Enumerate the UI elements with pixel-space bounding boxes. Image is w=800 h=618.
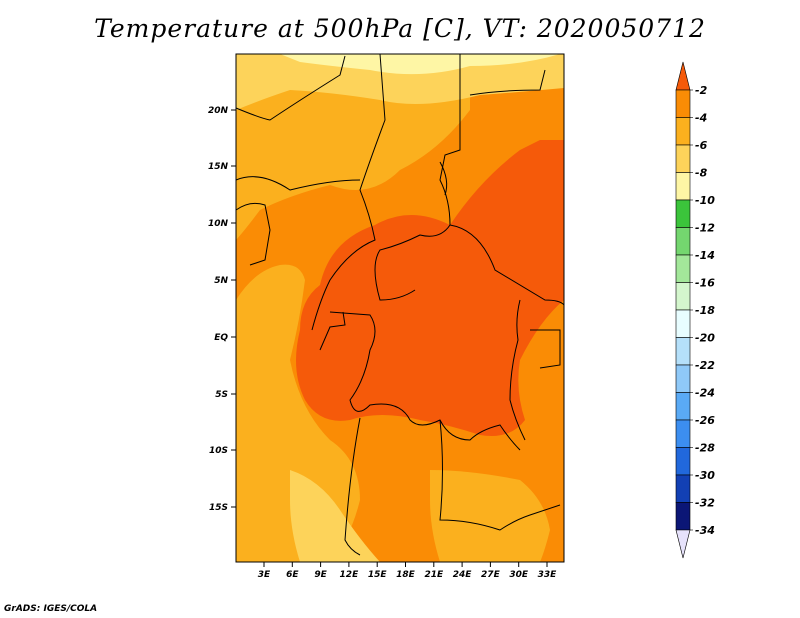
coolest-region-northtop: [236, 54, 564, 110]
colorbar-label: -22: [695, 359, 715, 372]
border-line: [374, 54, 461, 301]
colorbar-swatch: [675, 502, 691, 531]
colorbar-label: -8: [695, 167, 708, 180]
lon-tick-label: 3E: [258, 570, 271, 580]
border-line: [439, 161, 448, 196]
chart-title: Temperature at 500hPa [C], VT: 202005071…: [94, 14, 706, 43]
lat-tick-label: EQ: [214, 333, 228, 343]
map-frame: [235, 53, 565, 563]
lat-tick-label: 15S: [209, 503, 228, 513]
colorbar-label: -12: [695, 222, 715, 235]
colorbar-swatch: [675, 392, 691, 421]
border-line: [530, 329, 561, 369]
border-line: [509, 299, 526, 441]
colorbar-swatch: [675, 419, 691, 448]
lon-tick-label: 24E: [453, 570, 473, 580]
border-line: [235, 55, 346, 121]
border-line: [449, 224, 565, 306]
colorbar-bottom-arrow: [675, 529, 691, 559]
lon-tick-label: 6E: [286, 570, 299, 580]
colorbar-label: -20: [695, 332, 715, 345]
colorbar-swatch: [675, 199, 691, 228]
lon-tick-label: 21E: [424, 570, 444, 580]
lat-tick-label: 5N: [214, 276, 228, 286]
colorbar-swatch: [675, 364, 691, 393]
latitude-axis: 20N 15N 10N 5N EQ 5S 10S 15S: [208, 106, 236, 513]
colorbar-label: -4: [695, 112, 707, 125]
colorbar-label: -18: [695, 304, 715, 317]
colorbar-swatch: [675, 447, 691, 476]
colorbar-swatch: [675, 89, 691, 118]
border-line: [311, 53, 386, 331]
lon-tick-label: 18E: [396, 570, 416, 580]
colorbar-swatch: [675, 254, 691, 283]
lat-tick-label: 15N: [208, 162, 229, 172]
colorbar-label: -32: [695, 497, 715, 510]
colorbar: -2 -4 -6 -8 -10 -12 -14 -16 -18 -20 -22 -24 -26 -28 -3…: [675, 61, 715, 559]
colorbar-label: -30: [695, 469, 715, 482]
border-line: [344, 417, 361, 556]
colorbar-label: -6: [695, 139, 708, 152]
lat-tick-label: 20N: [208, 106, 229, 116]
lon-tick-label: 27E: [481, 570, 501, 580]
cooler-region-south: [290, 470, 380, 562]
lon-tick-label: 15E: [368, 570, 388, 580]
border-line: [329, 311, 521, 451]
longitude-axis: 3E 6E 9E 12E 15E 18E 21E 24E 27E 30E 33E: [258, 562, 557, 580]
colorbar-label: -28: [695, 442, 715, 455]
colorbar-label: -26: [695, 414, 715, 427]
colorbar-label: -10: [695, 194, 715, 207]
border-line: [235, 202, 271, 266]
lon-tick-label: 33E: [538, 570, 558, 580]
colorbar-label: -16: [695, 277, 715, 290]
grads-credit: GrADS: IGES/COLA: [4, 604, 98, 614]
warm-region-central: [296, 140, 564, 436]
colorbar-swatch: [675, 474, 691, 503]
border-line: [235, 176, 361, 191]
colorbar-label: -2: [695, 84, 708, 97]
colorbar-swatch: [675, 337, 691, 366]
country-borders: [235, 53, 565, 556]
cooler-region-west: [236, 264, 360, 562]
colorbar-swatch: [675, 144, 691, 173]
map-panel: [235, 53, 565, 563]
lon-tick-label: 9E: [314, 570, 327, 580]
lon-tick-label: 12E: [340, 570, 360, 580]
colorbar-swatch: [675, 227, 691, 256]
border-line: [439, 419, 561, 531]
colorbar-label: -34: [695, 524, 715, 537]
colorbar-label: -24: [695, 387, 715, 400]
lat-tick-label: 5S: [215, 390, 228, 400]
lat-tick-label: 10N: [208, 219, 229, 229]
colorbar-label: -14: [695, 249, 715, 262]
cooler-region-southeast: [430, 470, 550, 562]
lat-tick-label: 10S: [209, 446, 228, 456]
colorbar-swatch: [675, 172, 691, 201]
lon-tick-label: 30E: [509, 570, 529, 580]
colorbar-swatch: [675, 282, 691, 311]
border-line: [469, 69, 546, 96]
colorbar-swatch: [675, 117, 691, 146]
colorbar-swatch: [675, 309, 691, 338]
colorbar-top-arrow: [675, 61, 691, 91]
pale-region-top: [280, 54, 560, 75]
border-line: [319, 311, 346, 351]
